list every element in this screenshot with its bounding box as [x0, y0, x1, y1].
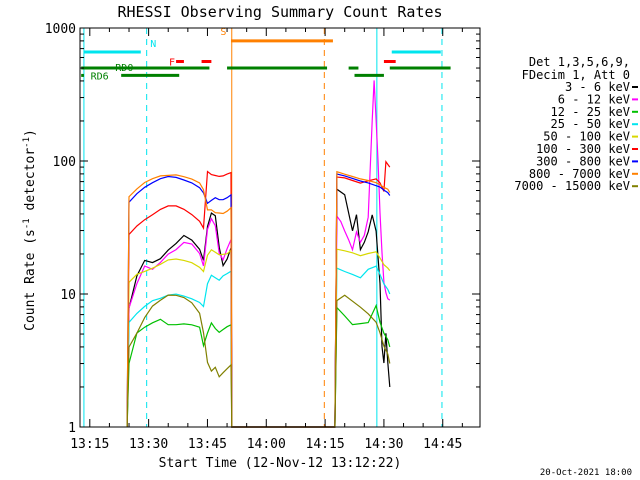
- series-line-8: [126, 294, 391, 428]
- series-line-4: [126, 248, 391, 428]
- series-line-0: [126, 188, 391, 428]
- y-label-part-2: detector: [23, 148, 38, 219]
- y-tick-label-2: 100: [53, 155, 76, 170]
- y-label-part-1: Count Rate (s: [23, 229, 38, 331]
- x-axis-label: Start Time (12-Nov-12 13:12:22): [159, 456, 402, 471]
- legend-header-2: FDecim 1, Att 0: [522, 68, 630, 82]
- flag-label-0: N: [150, 39, 156, 50]
- series-layer: [126, 80, 391, 428]
- series-line-1: [126, 80, 391, 428]
- x-tick-label-5: 14:30: [364, 437, 403, 452]
- y-label-part-3: ): [23, 129, 38, 137]
- y-tick-label-0: 1: [68, 421, 76, 436]
- legend-header-1: Det 1,3,5,6,9,: [529, 55, 630, 69]
- plot-frame: [79, 27, 481, 428]
- series-line-5: [126, 159, 391, 428]
- y-axis-label: Count Rate (s-1 detector-1): [22, 129, 38, 331]
- series-line-3: [126, 265, 391, 428]
- series-line-2: [126, 303, 391, 428]
- x-tick-label-0: 13:15: [70, 437, 109, 452]
- legend-entry-7: 800 - 7000 keV: [529, 167, 630, 181]
- x-tick-label-3: 14:00: [247, 437, 286, 452]
- y-label-sup-1: -1: [22, 218, 32, 229]
- date-stamp: 20-Oct-2021 18:00: [540, 468, 632, 478]
- legend-entry-0: 3 - 6 keV: [565, 80, 630, 94]
- y-tick-label-1: 10: [60, 288, 76, 303]
- series-line-7: [126, 170, 391, 428]
- legend-entry-6: 300 - 800 keV: [536, 154, 630, 168]
- legend-entry-5: 100 - 300 keV: [536, 142, 630, 156]
- flag-bars: N F S RD0 RD6: [81, 27, 451, 82]
- chart-title: RHESSI Observing Summary Count Rates: [117, 3, 442, 21]
- flag-label-2: S: [220, 27, 226, 38]
- y-tick-label-3: 1000: [45, 22, 76, 37]
- axes: 13:15 13:30 13:45 14:00 14:15 14:30 14:45 1 10 10…: [45, 22, 481, 452]
- legend-entry-4: 50 - 100 keV: [543, 130, 630, 144]
- legend-entry-1: 6 - 12 keV: [558, 92, 630, 106]
- flag-label-1: F: [169, 57, 175, 68]
- y-label-sup-2: -1: [22, 137, 32, 148]
- series-line-6: [126, 173, 391, 428]
- legend-entry-2: 12 - 25 keV: [551, 105, 630, 119]
- flag-label-4: RD6: [91, 71, 109, 82]
- x-tick-label-4: 14:15: [306, 437, 345, 452]
- legend-entry-3: 25 - 50 keV: [551, 117, 630, 131]
- x-tick-label-1: 13:30: [129, 437, 168, 452]
- x-tick-label-6: 14:45: [423, 437, 462, 452]
- flag-label-3: RD0: [115, 63, 133, 74]
- legend-entry-8: 7000 - 15000 keV: [514, 179, 630, 193]
- x-tick-label-2: 13:45: [188, 437, 227, 452]
